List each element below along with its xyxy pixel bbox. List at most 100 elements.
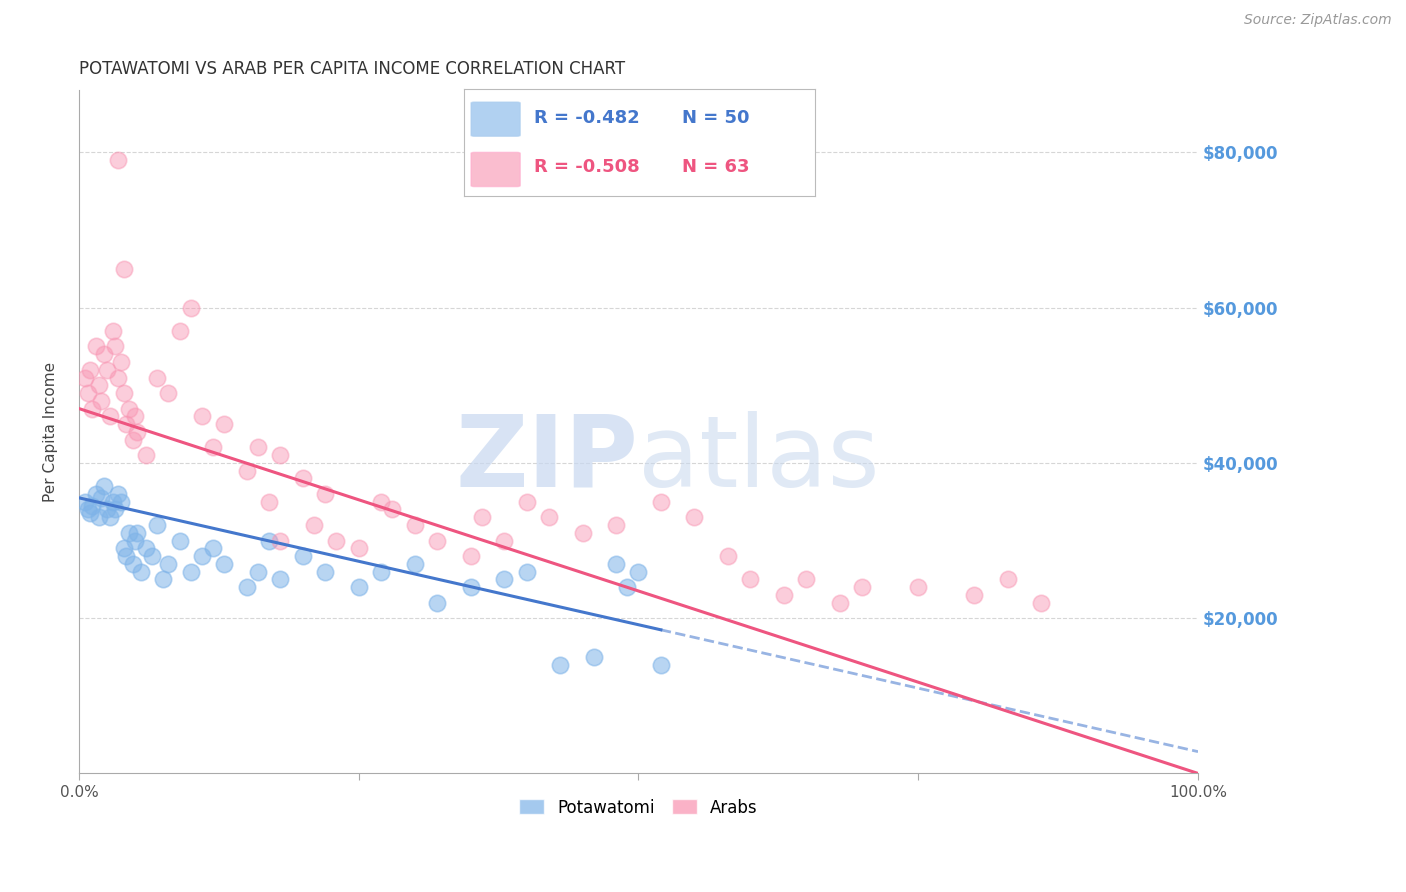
Point — [79, 363, 101, 377]
Point — [98, 510, 121, 524]
Point — [404, 557, 426, 571]
Point — [112, 386, 135, 401]
Text: Source: ZipAtlas.com: Source: ZipAtlas.com — [1244, 13, 1392, 28]
Point — [77, 386, 100, 401]
Point — [93, 479, 115, 493]
Point — [96, 502, 118, 516]
Point — [291, 549, 314, 563]
Point — [169, 533, 191, 548]
Point — [370, 494, 392, 508]
Point — [127, 425, 149, 439]
Point — [87, 510, 110, 524]
Text: R = -0.482: R = -0.482 — [534, 109, 640, 127]
Point — [118, 525, 141, 540]
Point — [683, 510, 706, 524]
Point — [796, 572, 818, 586]
Point — [269, 572, 291, 586]
Text: N = 63: N = 63 — [682, 159, 749, 177]
Point — [169, 324, 191, 338]
Point — [73, 370, 96, 384]
Point — [146, 370, 169, 384]
Point — [214, 417, 236, 431]
Point — [494, 572, 516, 586]
Point — [121, 557, 143, 571]
Point — [314, 565, 336, 579]
Legend: Potawatomi, Arabs: Potawatomi, Arabs — [513, 792, 765, 823]
Point — [79, 507, 101, 521]
Point — [73, 494, 96, 508]
Point — [997, 572, 1019, 586]
Point — [404, 518, 426, 533]
Point — [104, 339, 127, 353]
Point — [84, 487, 107, 501]
Point — [93, 347, 115, 361]
Point — [257, 533, 280, 548]
Point — [269, 533, 291, 548]
Point — [157, 557, 180, 571]
Point — [381, 502, 404, 516]
Text: atlas: atlas — [638, 410, 880, 508]
Point — [291, 471, 314, 485]
Point — [571, 525, 593, 540]
Point — [247, 441, 270, 455]
Point — [77, 502, 100, 516]
Point — [129, 565, 152, 579]
Point — [90, 491, 112, 505]
Point — [548, 657, 571, 672]
Point — [236, 580, 259, 594]
Point — [650, 657, 672, 672]
Point — [146, 518, 169, 533]
Point — [516, 494, 538, 508]
Point — [471, 510, 494, 524]
Point — [247, 565, 270, 579]
Point — [516, 565, 538, 579]
Point — [650, 494, 672, 508]
Point — [269, 448, 291, 462]
Point — [82, 499, 104, 513]
Point — [112, 261, 135, 276]
Point — [302, 518, 325, 533]
FancyBboxPatch shape — [471, 102, 520, 136]
Point — [460, 580, 482, 594]
Y-axis label: Per Capita Income: Per Capita Income — [44, 362, 58, 502]
Point — [1031, 596, 1053, 610]
Point — [124, 409, 146, 424]
Point — [616, 580, 638, 594]
Point — [605, 518, 627, 533]
Point — [135, 448, 157, 462]
Point — [537, 510, 560, 524]
Point — [101, 494, 124, 508]
Point — [851, 580, 873, 594]
Point — [115, 417, 138, 431]
Point — [582, 650, 605, 665]
Point — [828, 596, 851, 610]
Point — [82, 401, 104, 416]
Point — [101, 324, 124, 338]
Text: POTAWATOMI VS ARAB PER CAPITA INCOME CORRELATION CHART: POTAWATOMI VS ARAB PER CAPITA INCOME COR… — [79, 60, 626, 78]
Point — [124, 533, 146, 548]
Point — [180, 301, 202, 315]
Point — [426, 596, 449, 610]
Point — [907, 580, 929, 594]
Point — [460, 549, 482, 563]
Point — [347, 580, 370, 594]
Point — [494, 533, 516, 548]
Point — [152, 572, 174, 586]
Point — [107, 370, 129, 384]
Point — [963, 588, 986, 602]
Point — [96, 363, 118, 377]
Point — [127, 525, 149, 540]
Point — [202, 441, 225, 455]
Point — [347, 541, 370, 556]
Point — [115, 549, 138, 563]
Point — [107, 153, 129, 168]
FancyBboxPatch shape — [471, 153, 520, 186]
Point — [627, 565, 650, 579]
Point — [325, 533, 347, 548]
Point — [110, 494, 132, 508]
Point — [191, 409, 214, 424]
Point — [110, 355, 132, 369]
Point — [121, 433, 143, 447]
Point — [773, 588, 796, 602]
Point — [90, 393, 112, 408]
